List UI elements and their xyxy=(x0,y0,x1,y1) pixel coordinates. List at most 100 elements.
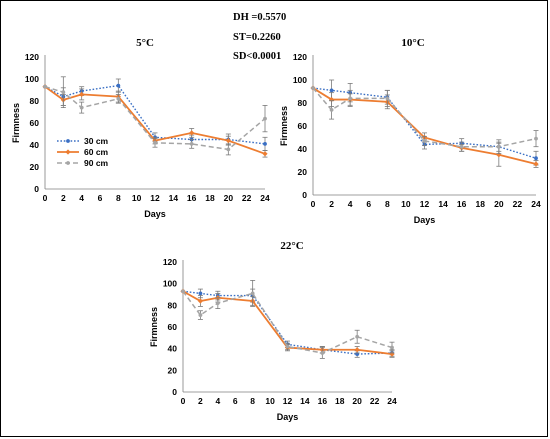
y-tick-label: 60 xyxy=(30,118,40,128)
x-axis-label: Days xyxy=(277,412,299,422)
data-point xyxy=(263,142,267,146)
y-tick-label: 100 xyxy=(163,279,177,289)
series-line xyxy=(312,87,537,148)
data-point xyxy=(354,347,360,353)
x-tick-label: 10 xyxy=(401,199,411,209)
x-tick-label: 18 xyxy=(205,193,215,203)
data-point xyxy=(189,142,194,146)
y-tick-label: 0 xyxy=(172,387,177,397)
y-tick-label: 40 xyxy=(30,140,40,150)
x-tick-label: 18 xyxy=(476,199,486,209)
x-tick-label: 4 xyxy=(348,199,353,209)
x-tick-label: 16 xyxy=(457,199,467,209)
data-point xyxy=(262,151,268,157)
y-tick-label: 80 xyxy=(30,96,40,106)
stat-sd: SD<0.0001 xyxy=(233,51,282,62)
x-tick-label: 0 xyxy=(181,396,186,406)
y-tick-label: 0 xyxy=(34,184,39,194)
chart-title: 10°C xyxy=(401,37,424,49)
legend-label: 60 cm xyxy=(84,147,109,157)
data-point xyxy=(355,334,360,339)
data-point xyxy=(534,136,538,141)
y-tick-label: 20 xyxy=(298,167,308,177)
data-point xyxy=(61,90,66,95)
data-point xyxy=(225,138,231,144)
x-tick-label: 12 xyxy=(420,199,430,209)
x-tick-label: 14 xyxy=(438,199,448,209)
data-point xyxy=(250,291,255,296)
y-tick-label: 60 xyxy=(298,121,308,131)
x-tick-label: 24 xyxy=(387,396,397,406)
data-point xyxy=(189,130,195,136)
data-point xyxy=(459,144,464,149)
x-tick-label: 14 xyxy=(300,396,310,406)
y-tick-label: 120 xyxy=(25,52,39,62)
x-tick-label: 12 xyxy=(150,193,160,203)
data-point xyxy=(181,289,185,294)
data-point xyxy=(153,140,157,145)
legend-marker xyxy=(66,161,70,165)
x-tick-label: 10 xyxy=(132,193,142,203)
chart-title: 22°C xyxy=(280,240,303,252)
data-point xyxy=(226,147,231,152)
chart-title: 5°C xyxy=(136,37,154,49)
x-tick-label: 10 xyxy=(265,396,275,406)
x-tick-label: 22 xyxy=(370,396,380,406)
x-tick-label: 22 xyxy=(242,193,252,203)
y-axis-label: Firmness xyxy=(11,103,21,143)
x-tick-label: 6 xyxy=(366,199,371,209)
x-tick-label: 20 xyxy=(494,199,504,209)
y-tick-label: 80 xyxy=(168,300,178,310)
data-point xyxy=(311,86,315,90)
data-point xyxy=(116,83,121,88)
data-point xyxy=(329,88,334,93)
legend-label: 90 cm xyxy=(84,158,109,168)
y-axis-label: Firmness xyxy=(279,106,289,146)
y-tick-label: 120 xyxy=(163,257,177,267)
y-tick-label: 40 xyxy=(298,144,308,154)
x-tick-label: 12 xyxy=(283,396,293,406)
y-tick-label: 20 xyxy=(168,365,178,375)
x-axis-label: Days xyxy=(144,209,166,219)
x-tick-label: 8 xyxy=(385,199,390,209)
data-point xyxy=(285,344,290,349)
x-tick-label: 8 xyxy=(250,396,255,406)
series-line xyxy=(182,290,393,355)
y-tick-label: 100 xyxy=(293,75,307,85)
x-tick-label: 24 xyxy=(260,193,270,203)
x-tick-label: 2 xyxy=(61,193,66,203)
x-axis-label: Days xyxy=(414,215,436,225)
y-tick-label: 100 xyxy=(25,74,39,84)
data-point xyxy=(329,108,334,112)
data-point xyxy=(43,84,47,89)
data-point xyxy=(198,291,203,296)
data-point xyxy=(79,105,84,110)
x-tick-label: 16 xyxy=(318,396,328,406)
series-line xyxy=(182,290,393,355)
data-point xyxy=(385,96,390,101)
x-tick-label: 18 xyxy=(335,396,345,406)
series-line xyxy=(312,87,537,159)
series-line xyxy=(44,85,266,155)
data-point xyxy=(534,156,538,161)
y-tick-label: 60 xyxy=(168,322,178,332)
x-tick-label: 24 xyxy=(531,199,541,209)
data-point xyxy=(496,144,501,149)
x-tick-label: 2 xyxy=(329,199,334,209)
x-tick-label: 20 xyxy=(352,396,362,406)
y-tick-label: 0 xyxy=(302,190,307,200)
y-tick-label: 40 xyxy=(168,344,178,354)
legend-marker xyxy=(65,149,71,155)
data-point xyxy=(390,345,394,350)
x-tick-label: 2 xyxy=(198,396,203,406)
x-tick-label: 6 xyxy=(98,193,103,203)
data-point xyxy=(348,96,353,101)
stat-dh: DH =0.5570 xyxy=(233,12,287,23)
legend-marker xyxy=(66,139,70,143)
x-tick-label: 14 xyxy=(169,193,179,203)
data-point xyxy=(198,313,203,317)
